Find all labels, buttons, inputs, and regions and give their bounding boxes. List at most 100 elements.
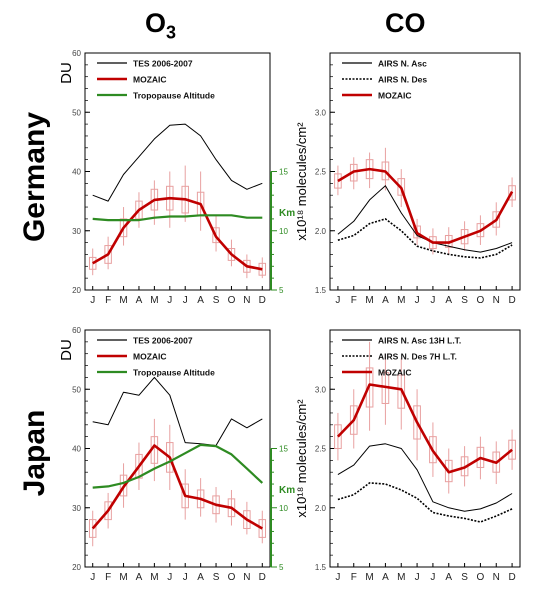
y-tick-label: 20 bbox=[72, 563, 81, 572]
legend-entry: Tropopause Altitude bbox=[133, 91, 215, 101]
box-iqr bbox=[88, 519, 97, 538]
x-tick-label: S bbox=[461, 295, 468, 306]
x-tick-label: J bbox=[167, 295, 172, 306]
box-iqr bbox=[508, 439, 516, 460]
km-tick-label: 15 bbox=[279, 168, 288, 177]
x-tick-label: J bbox=[415, 295, 420, 306]
legend-entry: Tropopause Altitude bbox=[133, 368, 215, 378]
x-tick-label: D bbox=[508, 295, 515, 306]
legend-entry: MOZAIC bbox=[133, 352, 167, 362]
x-tick-label: J bbox=[90, 572, 95, 583]
km-axis-label: Km bbox=[279, 208, 295, 219]
x-tick-label: J bbox=[415, 572, 420, 583]
series-line-tropopause bbox=[92, 443, 264, 489]
x-tick-label: O bbox=[228, 295, 236, 306]
plot-frame bbox=[84, 329, 271, 568]
x-tick-label: M bbox=[119, 572, 127, 583]
series-line-tropopause bbox=[92, 214, 263, 222]
series-line-solid bbox=[337, 443, 513, 512]
y-tick-label: 1.5 bbox=[315, 563, 327, 572]
y-tick-label: 40 bbox=[72, 168, 81, 177]
legend-entry: AIRS N. Des 7H L.T. bbox=[378, 352, 457, 362]
x-tick-label: M bbox=[397, 295, 405, 306]
box-iqr bbox=[119, 474, 128, 497]
x-tick-label: A bbox=[445, 572, 452, 583]
km-tick-label: 5 bbox=[279, 563, 284, 572]
legend-entry: MOZAIC bbox=[378, 91, 412, 101]
y-tick-label: 2.0 bbox=[315, 504, 327, 513]
column-title-co: CO bbox=[385, 8, 426, 38]
legend-entry: TES 2006-2007 bbox=[133, 336, 193, 346]
x-tick-label: J bbox=[183, 295, 188, 306]
box-iqr bbox=[119, 218, 128, 238]
box-iqr bbox=[349, 405, 358, 435]
x-tick-label: M bbox=[365, 295, 373, 306]
legend-entry: AIRS N. Asc 13H L.T. bbox=[378, 336, 461, 346]
legend-entry: TES 2006-2007 bbox=[133, 59, 193, 69]
box-iqr bbox=[258, 519, 267, 538]
y-tick-label: 3.0 bbox=[315, 108, 327, 117]
x-tick-label: S bbox=[461, 572, 468, 583]
x-tick-label: A bbox=[136, 572, 143, 583]
box-iqr bbox=[104, 501, 112, 521]
x-tick-label: S bbox=[213, 295, 220, 306]
box-iqr bbox=[365, 367, 374, 408]
x-tick-label: D bbox=[259, 295, 266, 306]
y-tick-label: 20 bbox=[72, 286, 81, 295]
x-tick-label: M bbox=[365, 572, 373, 583]
x-tick-label: O bbox=[477, 295, 485, 306]
x-tick-label: J bbox=[430, 572, 435, 583]
box-iqr bbox=[508, 185, 516, 201]
y-axis-label: DU bbox=[58, 62, 75, 84]
series-line-solid bbox=[337, 185, 513, 253]
column-title-o3-base: O bbox=[145, 8, 167, 38]
x-tick-label: J bbox=[90, 295, 95, 306]
x-tick-label: M bbox=[119, 295, 127, 306]
x-tick-label: M bbox=[150, 572, 158, 583]
plot-frame bbox=[84, 52, 271, 291]
y-tick-label: 2.0 bbox=[315, 227, 327, 236]
x-tick-label: A bbox=[445, 295, 452, 306]
x-tick-label: A bbox=[197, 572, 204, 583]
box-iqr bbox=[476, 223, 485, 238]
x-tick-label: O bbox=[228, 572, 236, 583]
x-tick-label: A bbox=[382, 572, 389, 583]
box-iqr bbox=[104, 245, 112, 264]
x-tick-label: N bbox=[493, 295, 500, 306]
y-tick-label: 2.5 bbox=[315, 168, 327, 177]
km-tick-label: 10 bbox=[279, 227, 288, 236]
y-tick-label: 60 bbox=[72, 326, 81, 335]
x-tick-label: A bbox=[136, 295, 143, 306]
series-line-dotted bbox=[337, 482, 513, 523]
box-iqr bbox=[212, 227, 220, 244]
series-line-mozaic bbox=[336, 383, 513, 474]
y-tick-label: 40 bbox=[72, 445, 81, 454]
x-tick-label: J bbox=[335, 295, 340, 306]
y-tick-label: 2.5 bbox=[315, 445, 327, 454]
x-tick-label: J bbox=[167, 572, 172, 583]
x-tick-label: S bbox=[213, 572, 220, 583]
x-tick-label: F bbox=[351, 572, 357, 583]
box-iqr bbox=[135, 200, 143, 220]
box-iqr bbox=[243, 510, 251, 529]
x-tick-label: N bbox=[493, 572, 500, 583]
x-tick-label: F bbox=[351, 295, 357, 306]
series-line-mozaic bbox=[337, 167, 514, 244]
box-iqr bbox=[88, 256, 97, 270]
x-tick-label: M bbox=[150, 295, 158, 306]
column-title-o3: O3 bbox=[145, 8, 176, 43]
box-iqr bbox=[135, 453, 143, 479]
series-line-tes bbox=[92, 376, 263, 446]
series-line-dotted bbox=[337, 218, 513, 259]
x-tick-label: O bbox=[477, 572, 485, 583]
box-iqr bbox=[413, 225, 421, 239]
x-tick-label: N bbox=[243, 295, 250, 306]
series-line-tes bbox=[92, 123, 263, 202]
km-axis-label: Km bbox=[279, 485, 295, 496]
x-tick-label: A bbox=[382, 295, 389, 306]
y-tick-label: 3.0 bbox=[315, 385, 327, 394]
